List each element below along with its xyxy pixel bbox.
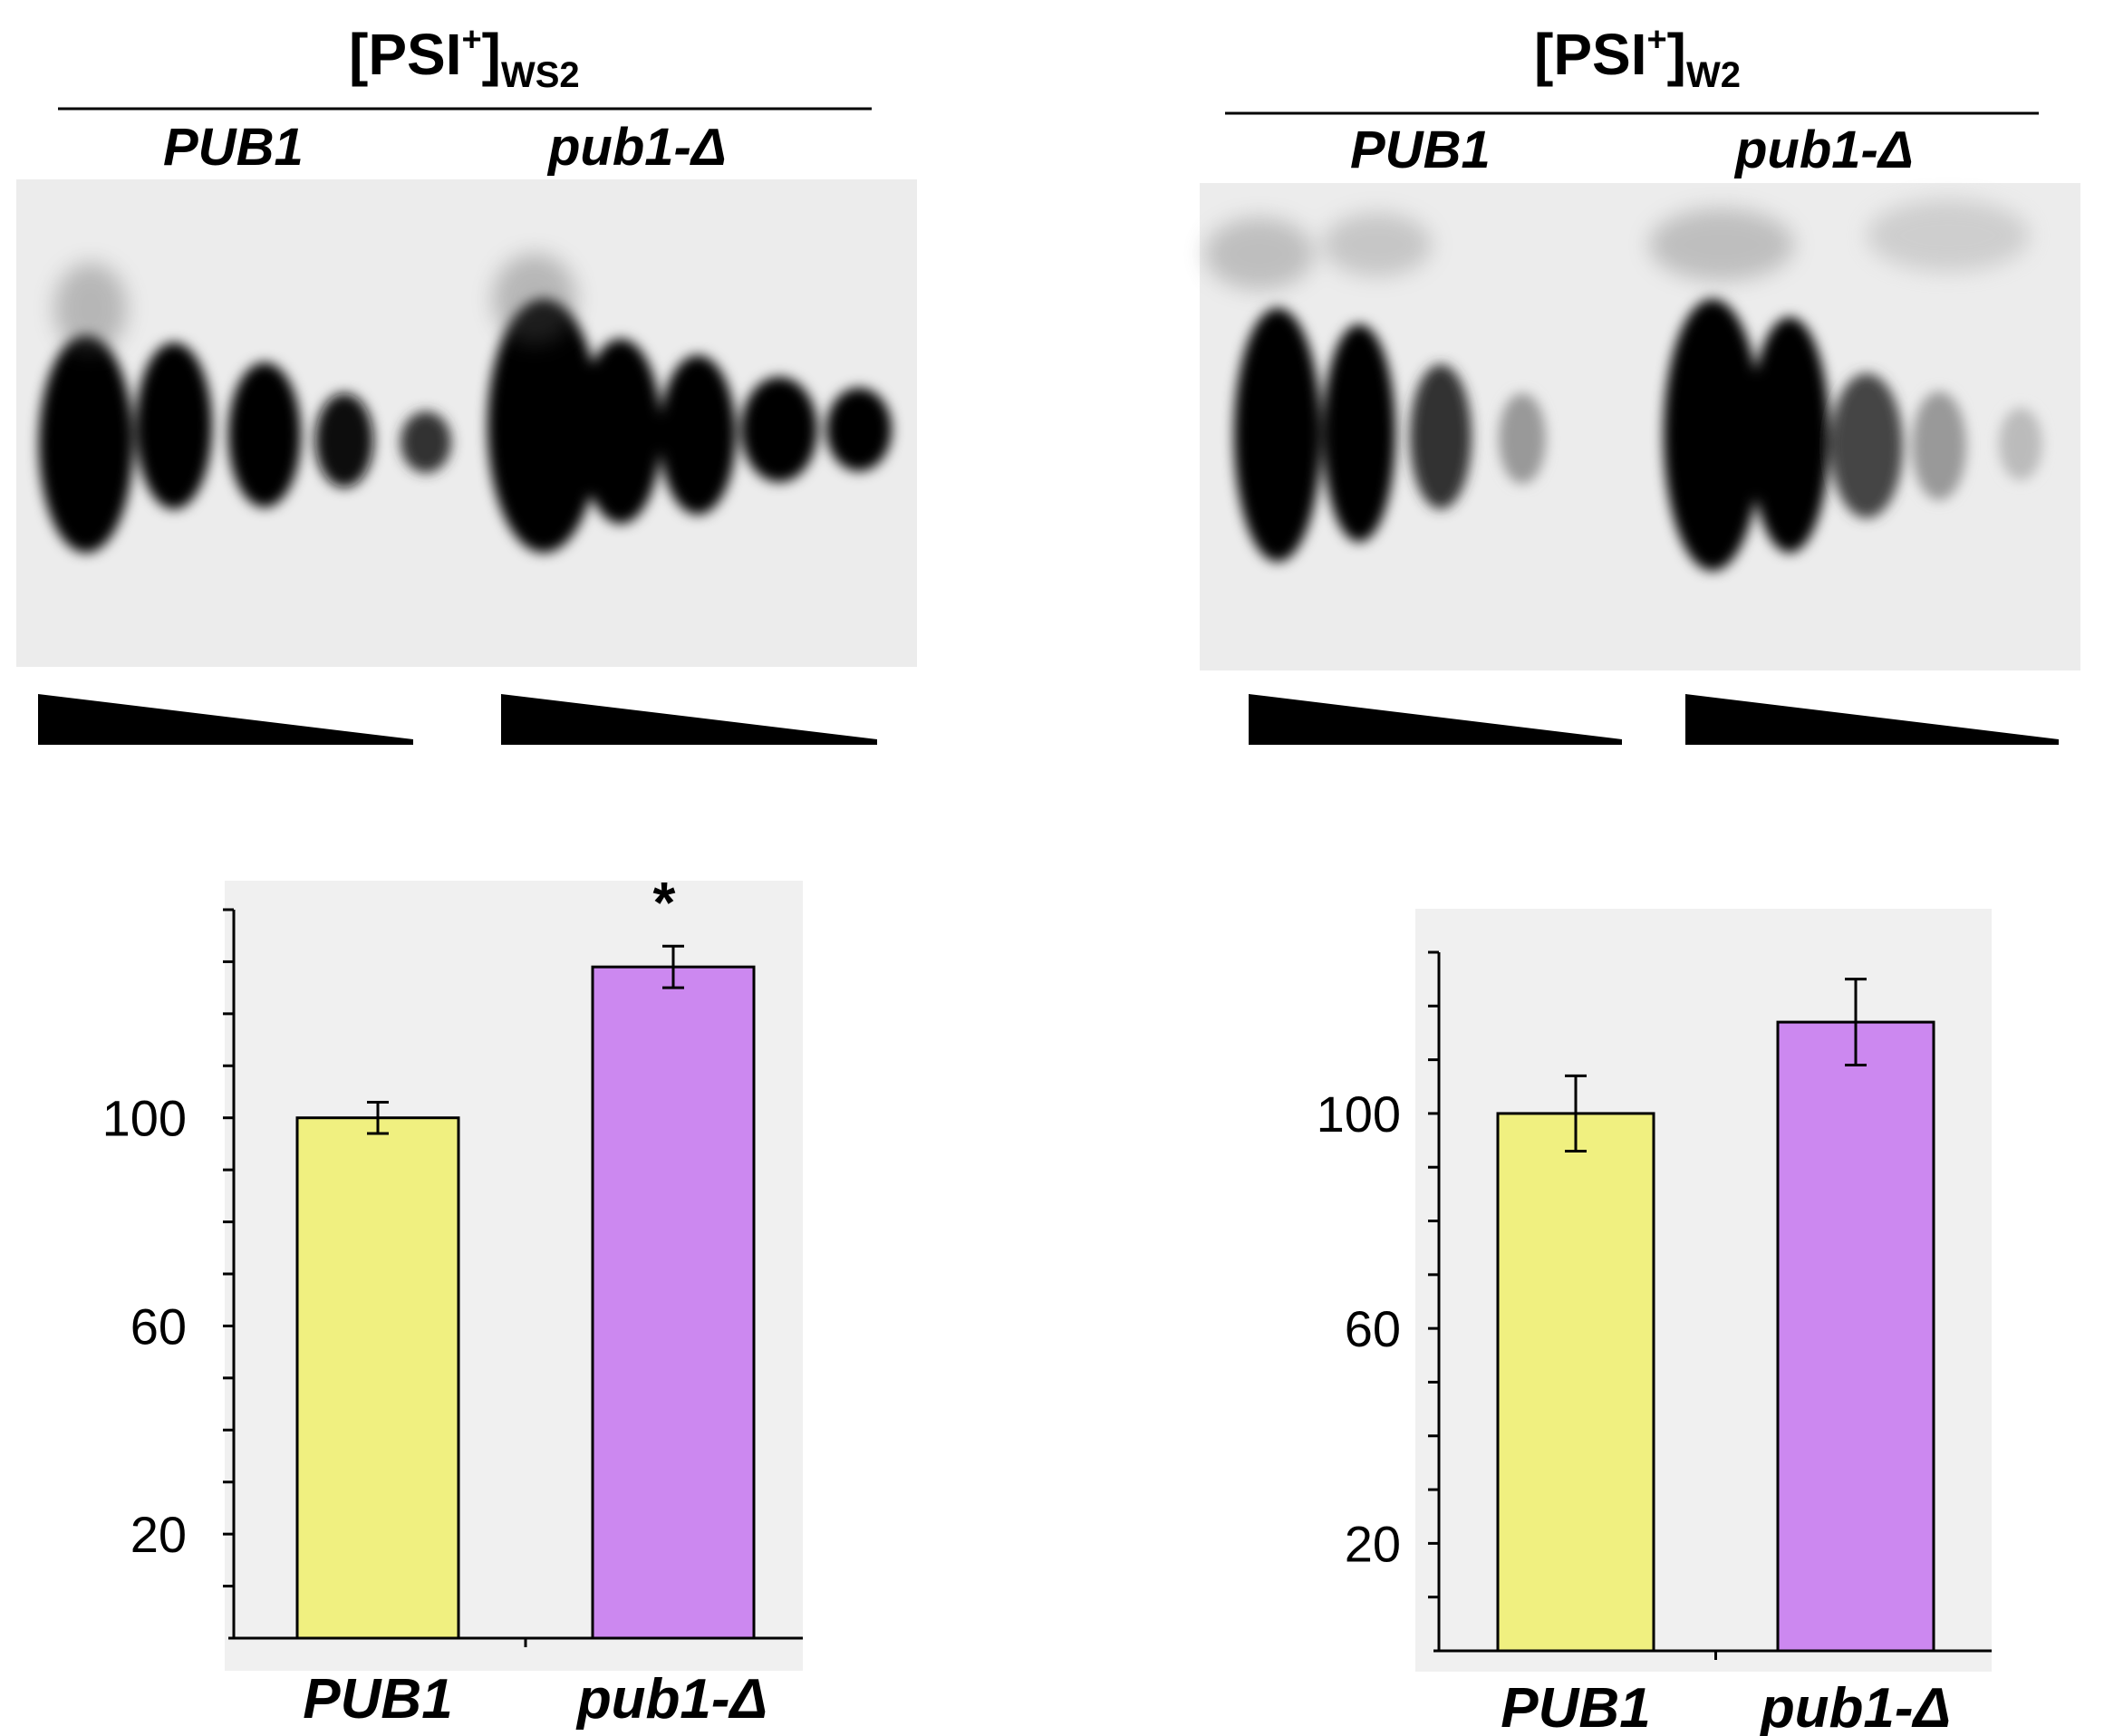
chart-right-bar-pub1 bbox=[1496, 1112, 1655, 1653]
gel-left-band-10 bbox=[826, 388, 892, 471]
bar-chart-left: 20 60 100 PUB1 * pub1-Δ bbox=[102, 870, 803, 1731]
gel-left-band-8 bbox=[660, 355, 736, 515]
chart-left-bar-pub1-delta bbox=[591, 965, 756, 1640]
panel-left-title-main: [PSI bbox=[349, 22, 461, 87]
gel-right-band-4 bbox=[1499, 393, 1546, 484]
chart-left-category-label-pub1-delta: pub1-Δ bbox=[575, 1668, 767, 1731]
chart-left-category-label-pub1: PUB1 bbox=[303, 1668, 452, 1731]
panel-right-title: [PSI+]W2 bbox=[1534, 21, 1741, 95]
chart-left-y-tick-label: 60 bbox=[130, 1297, 187, 1355]
gel-left-band-5 bbox=[401, 411, 451, 473]
chart-right-bar-pub1-delta bbox=[1776, 1020, 1935, 1653]
gel-right-band-9 bbox=[1999, 408, 2042, 480]
svg-text:[PSI+]W2: [PSI+]W2 bbox=[1534, 21, 1741, 95]
gel-left-band-2 bbox=[136, 342, 212, 509]
gel-left-smear-1 bbox=[54, 263, 127, 353]
panel-right-title-sub: W2 bbox=[1686, 55, 1741, 95]
chart-left-significance-star: * bbox=[653, 870, 676, 935]
gel-left-dilution-wedge-pub1 bbox=[38, 694, 413, 745]
chart-right-y-tick-label: 20 bbox=[1345, 1515, 1401, 1572]
gel-left-band-6 bbox=[487, 299, 600, 553]
gel-right-lane-label-pub1: PUB1 bbox=[1350, 121, 1491, 179]
gel-right-smear-1 bbox=[1205, 217, 1314, 290]
panel-left-title: [PSI+]WS2 bbox=[349, 21, 580, 95]
panel-left-title-sup: + bbox=[461, 21, 481, 59]
chart-left-y-tick-label: 100 bbox=[102, 1090, 187, 1147]
gel-left-smear-2 bbox=[493, 254, 576, 344]
panel-left-title-sub: WS2 bbox=[501, 55, 580, 95]
chart-right-y-tick-label: 60 bbox=[1345, 1300, 1401, 1357]
gel-left-lane-label-pub1: PUB1 bbox=[163, 118, 304, 177]
gel-right-dilution-wedge-pub1 bbox=[1249, 694, 1622, 745]
chart-right-category-label-pub1-delta: pub1-Δ bbox=[1759, 1677, 1951, 1736]
gel-right-band-7 bbox=[1830, 373, 1903, 518]
gel-right bbox=[1200, 183, 2080, 670]
gel-right-band-1 bbox=[1234, 308, 1321, 562]
gel-left-band-9 bbox=[741, 377, 817, 482]
svg-text:[PSI+]WS2: [PSI+]WS2 bbox=[349, 21, 580, 95]
gel-left-band-3 bbox=[228, 362, 301, 507]
gel-left-band-1 bbox=[39, 335, 133, 553]
gel-left-lane-label-pub1-delta: pub1-Δ bbox=[546, 118, 727, 177]
gel-right-smear-4 bbox=[1867, 199, 2030, 272]
panel-right-title-sup: + bbox=[1646, 21, 1666, 59]
gel-right-band-5 bbox=[1664, 299, 1761, 571]
gel-right-band-3 bbox=[1410, 364, 1472, 509]
gel-right-smear-2 bbox=[1323, 213, 1432, 276]
gel-right-lane-label-pub1-delta: pub1-Δ bbox=[1733, 121, 1914, 179]
bar-chart-right: 20 60 100 PUB1 pub1-Δ bbox=[1317, 909, 1992, 1736]
chart-right-category-label-pub1: PUB1 bbox=[1501, 1677, 1650, 1736]
gel-right-smear-3 bbox=[1649, 208, 1794, 281]
gel-right-dilution-wedge-pub1-delta bbox=[1685, 694, 2059, 745]
gel-left-dilution-wedge-pub1-delta bbox=[501, 694, 877, 745]
gel-left-band-4 bbox=[315, 393, 373, 487]
panel-right-title-close: ] bbox=[1667, 22, 1686, 87]
chart-left-bar-pub1 bbox=[295, 1116, 460, 1640]
chart-left-y-tick-label: 20 bbox=[130, 1506, 187, 1563]
panel-right-title-main: [PSI bbox=[1534, 22, 1646, 87]
gel-left-band-7 bbox=[580, 339, 661, 524]
gel-left bbox=[16, 179, 917, 667]
gel-right-band-2 bbox=[1323, 324, 1395, 542]
gel-right-band-6 bbox=[1750, 317, 1829, 553]
panel-left-title-close: ] bbox=[482, 22, 501, 87]
gel-right-band-8 bbox=[1912, 391, 1966, 500]
chart-right-y-tick-label: 100 bbox=[1317, 1085, 1401, 1143]
